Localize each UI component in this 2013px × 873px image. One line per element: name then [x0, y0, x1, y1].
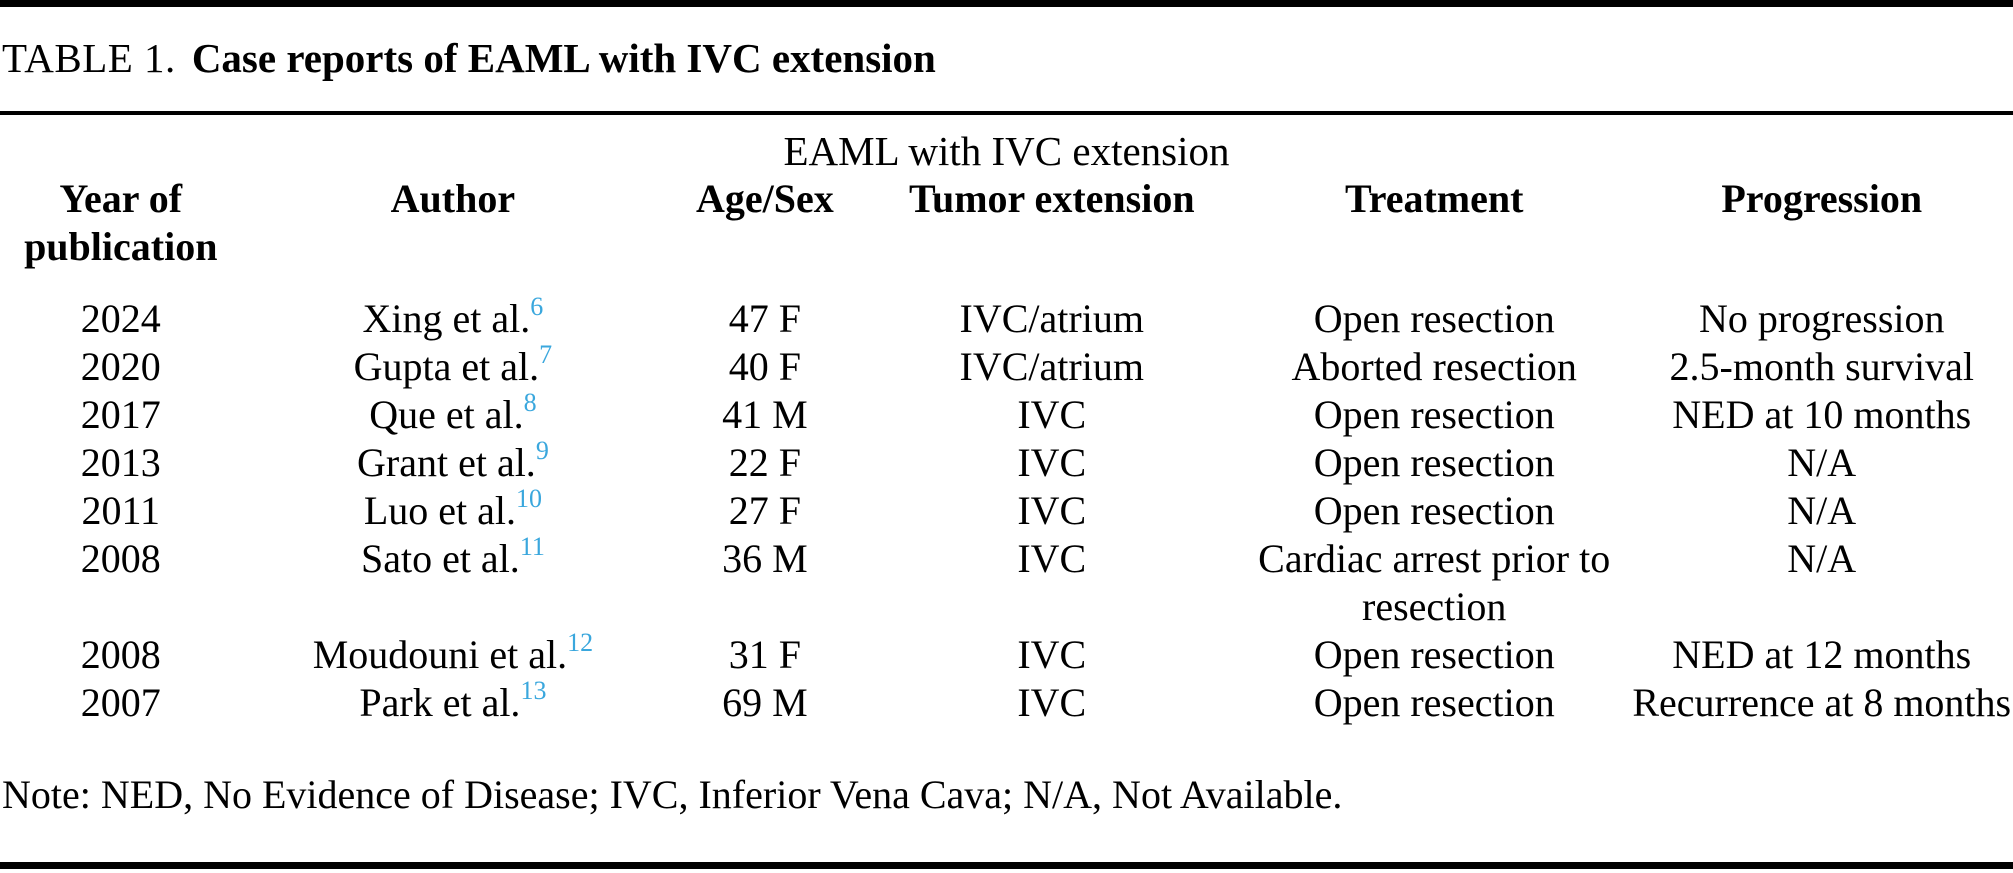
cell-tumor-extension: IVC [1017, 680, 1087, 725]
group-header-row: EAML with IVC extension [0, 127, 2013, 175]
cell-author: Que et al.8 [242, 387, 665, 439]
col-header-progression: Progression [1721, 176, 1923, 221]
table-number-label: TABLE 1. [2, 35, 176, 81]
cell-treatment: Open resection [1313, 296, 1555, 341]
cell-author: Luo et al.10 [242, 483, 665, 535]
table-note: Note: NED, No Evidence of Disease; IVC, … [2, 772, 1343, 817]
cell-tumor-extension: IVC [1017, 488, 1087, 533]
table-row: 2008 Sato et al.11 36 M IVC Cardiac arre… [0, 531, 2013, 631]
cell-treatment: Open resection [1313, 392, 1555, 437]
author-name: Park et al. [359, 680, 521, 725]
table-row: 2017 Que et al.8 41 M IVC Open resection… [0, 387, 2013, 439]
top-rule [0, 0, 2013, 7]
group-header: EAML with IVC extension [783, 128, 1230, 174]
cell-year: 2024 [80, 296, 161, 341]
cell-progression: N/A [1787, 488, 1857, 533]
author-name: Gupta et al. [353, 344, 540, 389]
cell-author: Grant et al.9 [242, 435, 665, 487]
cell-progression: Recurrence at 8 months [1632, 680, 2012, 725]
cell-year: 2007 [80, 680, 161, 725]
col-header-treatment: Treatment [1344, 176, 1524, 221]
table-row: 2007 Park et al.13 69 M IVC Open resecti… [0, 675, 2013, 727]
author-name: Sato et al. [360, 536, 520, 581]
citation-ref-link[interactable]: 12 [567, 627, 594, 657]
cell-age-sex: 22 F [728, 440, 802, 485]
table-caption: TABLE 1. Case reports of EAML with IVC ex… [2, 33, 2013, 83]
col-header-author: Author [390, 176, 516, 221]
cell-progression: N/A [1787, 440, 1857, 485]
cell-progression: 2.5-month survival [1669, 344, 1974, 389]
cell-author: Xing et al.6 [242, 291, 665, 343]
author-name: Moudouni et al. [312, 632, 568, 677]
cell-treatment: Open resection [1313, 632, 1555, 677]
citation-ref-link[interactable]: 13 [520, 675, 547, 705]
table-row: 2020 Gupta et al.7 40 F IVC/atrium Abort… [0, 339, 2013, 391]
cell-tumor-extension: IVC [1017, 392, 1087, 437]
cell-treatment: Cardiac arrest prior to resection [1258, 536, 1611, 629]
table-title: Case reports of EAML with IVC extension [191, 35, 936, 81]
cell-treatment: Open resection [1313, 680, 1555, 725]
cell-progression: N/A [1787, 536, 1857, 581]
cell-age-sex: 47 F [728, 296, 802, 341]
cell-age-sex: 31 F [728, 632, 802, 677]
cell-tumor-extension: IVC [1017, 632, 1087, 677]
citation-ref-link[interactable]: 7 [539, 339, 553, 369]
author-name: Xing et al. [362, 296, 531, 341]
cell-year: 2008 [80, 632, 161, 677]
bottom-rule [0, 862, 2013, 869]
cell-author: Moudouni et al.12 [242, 627, 665, 679]
cell-treatment: Open resection [1313, 488, 1555, 533]
citation-ref-link[interactable]: 8 [523, 387, 537, 417]
cell-age-sex: 40 F [728, 344, 802, 389]
cell-author: Sato et al.11 [242, 531, 665, 631]
caption-divider-rule [0, 111, 2013, 115]
cell-progression: No progression [1698, 296, 1945, 341]
cell-age-sex: 36 M [722, 536, 808, 581]
cell-tumor-extension: IVC [1017, 536, 1087, 581]
table-row: 2024 Xing et al.6 47 F IVC/atrium Open r… [0, 291, 2013, 343]
cell-tumor-extension: IVC/atrium [959, 344, 1144, 389]
citation-ref-link[interactable]: 6 [530, 291, 544, 321]
cell-author: Park et al.13 [242, 675, 665, 727]
cell-treatment: Open resection [1313, 440, 1555, 485]
table-row: 2013 Grant et al.9 22 F IVC Open resecti… [0, 435, 2013, 487]
table-row: 2008 Moudouni et al.12 31 F IVC Open res… [0, 627, 2013, 679]
citation-ref-link[interactable]: 11 [519, 531, 545, 561]
cell-progression: NED at 12 months [1672, 632, 1972, 677]
citation-ref-link[interactable]: 10 [515, 483, 542, 513]
cell-author: Gupta et al.7 [242, 339, 665, 391]
cell-treatment: Aborted resection [1291, 344, 1577, 389]
cell-tumor-extension: IVC/atrium [959, 296, 1144, 341]
col-header-age-sex: Age/Sex [696, 176, 834, 221]
citation-ref-link[interactable]: 9 [535, 435, 549, 465]
cell-year: 2017 [80, 392, 161, 437]
table-row: 2011 Luo et al.10 27 F IVC Open resectio… [0, 483, 2013, 535]
author-name: Que et al. [369, 392, 524, 437]
cell-year: 2013 [80, 440, 161, 485]
cell-progression: NED at 10 months [1672, 392, 1972, 437]
cell-year: 2020 [80, 344, 161, 389]
column-header-row: Year of publication Author Age/Sex Tumor… [0, 175, 2013, 295]
author-name: Luo et al. [363, 488, 516, 533]
cell-year: 2008 [80, 536, 161, 581]
cell-age-sex: 69 M [722, 680, 808, 725]
col-header-tumor-extension: Tumor extension [908, 176, 1195, 221]
cell-age-sex: 41 M [722, 392, 808, 437]
col-header-year: Year of publication [24, 176, 218, 269]
case-reports-table: EAML with IVC extension Year of publicat… [0, 127, 2013, 727]
cell-year: 2011 [81, 488, 161, 533]
author-name: Grant et al. [357, 440, 536, 485]
cell-age-sex: 27 F [728, 488, 802, 533]
cell-tumor-extension: IVC [1017, 440, 1087, 485]
